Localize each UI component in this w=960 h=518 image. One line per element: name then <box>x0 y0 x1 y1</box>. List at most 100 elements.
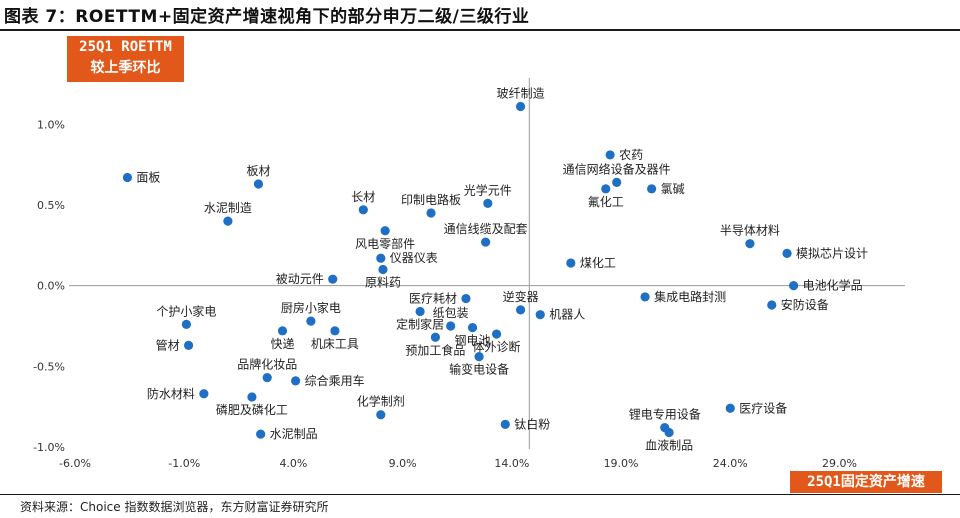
data-label: 品牌化妆品 <box>237 358 297 372</box>
data-label: 电池化学品 <box>803 278 863 293</box>
data-label: 光学元件 <box>464 182 512 197</box>
x-tick-label: 9.0% <box>389 457 417 470</box>
data-point <box>461 293 471 304</box>
data-point <box>725 403 735 413</box>
data-point <box>426 208 436 218</box>
data-point <box>481 237 491 247</box>
data-point <box>612 177 622 187</box>
y-axis-tag: 25Q1 ROETTM 较上季环比 <box>67 36 184 82</box>
y-tick-label: 1.0% <box>37 118 65 131</box>
data-point <box>664 427 674 438</box>
data-point <box>376 253 386 263</box>
x-tick-label: 14.0% <box>494 457 529 470</box>
data-point <box>328 274 338 284</box>
y-tick-label: 0.0% <box>37 280 65 293</box>
data-point <box>474 352 484 362</box>
data-label: 板材 <box>246 164 270 178</box>
data-point <box>376 410 386 420</box>
data-point <box>378 264 388 275</box>
data-label: 原料药 <box>365 276 401 290</box>
data-label: 仪器仪表 <box>390 251 438 265</box>
data-point <box>483 198 493 208</box>
data-label: 煤化工 <box>580 256 616 270</box>
y-axis-tag-line1: 25Q1 ROETTM <box>79 39 172 55</box>
data-point <box>515 101 526 112</box>
data-label: 体外诊断 <box>473 339 521 354</box>
y-axis-tag-line2: 较上季环比 <box>90 60 161 76</box>
data-point <box>256 429 266 439</box>
data-point <box>199 389 209 399</box>
data-point <box>647 184 657 194</box>
data-label: 快递 <box>270 337 294 351</box>
data-label: 半导体材料 <box>720 224 780 238</box>
x-tick-label: 4.0% <box>279 457 307 470</box>
data-point <box>500 419 510 430</box>
figure-title: 图表 7：ROETTM+固定资产增速视角下的部分申万二级/三级行业 <box>4 7 530 27</box>
data-label: 模拟芯片设计 <box>796 246 868 260</box>
y-tick-label: 0.5% <box>37 199 65 212</box>
data-label: 化学制剂 <box>357 394 405 409</box>
data-point <box>223 216 233 226</box>
data-point <box>247 392 257 402</box>
x-tick-label: -1.0% <box>168 457 200 470</box>
data-point <box>181 319 191 329</box>
data-label: 印制电路板 <box>401 192 461 207</box>
data-label: 预加工食品 <box>405 342 465 357</box>
data-label: 医疗耗材 <box>409 292 457 306</box>
data-point <box>566 258 576 268</box>
x-tick-label: -6.0% <box>59 457 91 470</box>
data-label: 定制家居 <box>396 316 444 331</box>
data-label: 血液制品 <box>645 437 693 452</box>
data-point <box>306 316 316 326</box>
data-label: 安防设备 <box>781 297 829 312</box>
x-axis-tag: 25Q1固定资产增速 <box>790 471 942 493</box>
data-label: 防水材料 <box>147 386 195 401</box>
data-point <box>358 205 368 215</box>
data-point <box>262 373 272 383</box>
data-point <box>467 322 478 333</box>
data-point <box>253 179 264 189</box>
data-label: 被动元件 <box>276 272 324 286</box>
x-tick-label: 24.0% <box>713 457 748 470</box>
y-tick-label: -0.5% <box>33 360 65 373</box>
x-tick-label: 19.0% <box>604 457 639 470</box>
data-point <box>415 306 425 317</box>
data-label: 纸包装 <box>433 306 469 320</box>
data-label: 通信网络设备及器件 <box>563 161 671 176</box>
data-point <box>330 326 340 336</box>
data-point <box>183 340 194 350</box>
data-point <box>640 292 650 302</box>
scatter-chart: 1.0% 0.5% 0.0% -0.5% -1.0% -6.0% -1.0% 4.0% 9.0%… <box>33 78 905 470</box>
data-label: 钛白粉 <box>514 416 550 431</box>
data-label: 机床工具 <box>311 337 359 351</box>
data-point <box>380 226 390 236</box>
data-label: 风电零部件 <box>355 236 415 251</box>
data-point <box>601 184 611 194</box>
source-note: 资料来源：Choice 指数数据浏览器，东方财富证券研究所 <box>20 500 329 514</box>
data-label: 农药 <box>619 148 643 162</box>
data-label: 集成电路封测 <box>654 289 726 304</box>
data-label: 锂电专用设备 <box>629 407 701 422</box>
data-label: 玻纤制造 <box>497 87 545 101</box>
data-label: 通信线缆及配套 <box>444 222 528 236</box>
data-point <box>605 150 615 160</box>
data-label: 钢电池 <box>455 334 491 348</box>
data-point <box>515 305 526 315</box>
title-rule <box>0 29 960 31</box>
data-point <box>745 239 755 249</box>
data-label: 综合乘用车 <box>305 373 365 388</box>
data-label: 氟化工 <box>588 195 624 209</box>
data-label: 长材 <box>351 190 375 204</box>
data-label: 管材 <box>156 337 180 352</box>
y-tick-label: -1.0% <box>33 441 65 454</box>
data-label: 医疗设备 <box>739 401 787 415</box>
data-point <box>782 248 792 258</box>
data-point <box>446 321 456 331</box>
data-label: 个护小家电 <box>156 303 216 318</box>
data-label: 水泥制品 <box>270 427 318 441</box>
data-point <box>767 300 777 310</box>
data-point <box>491 329 502 339</box>
data-label: 机器人 <box>549 308 585 322</box>
data-label: 面板 <box>136 171 160 185</box>
data-label: 水泥制造 <box>204 201 252 215</box>
